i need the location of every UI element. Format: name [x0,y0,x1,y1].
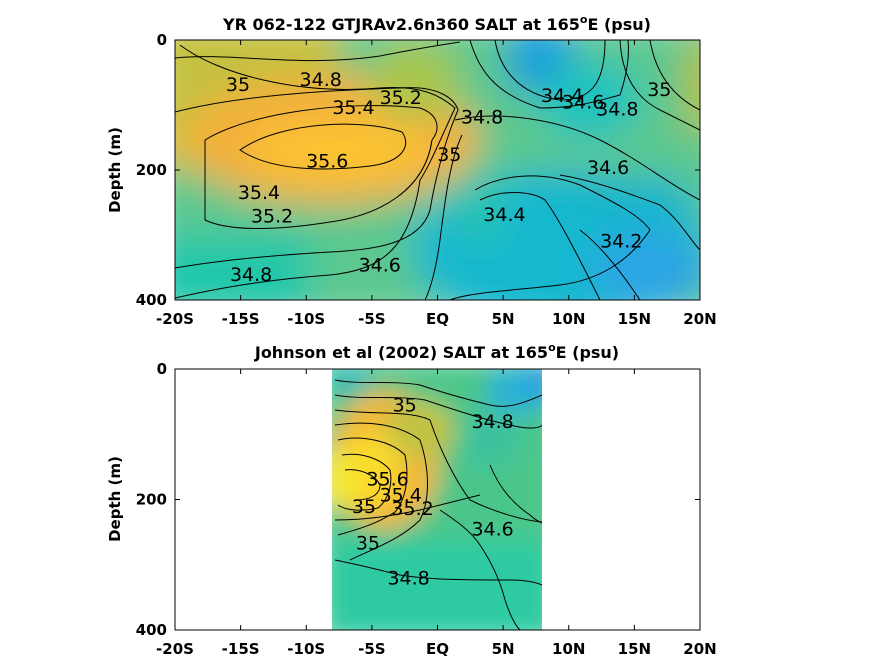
x-axis: -20S -15S -10S -5S EQ 5N 10N 15N 20N [156,40,717,328]
panel-title: YR 062-122 GTJRAv2.6n360 SALT at 165oE (… [222,13,651,34]
contour-label: 35.4 [380,485,422,507]
model-salinity-panel: YR 062-122 GTJRAv2.6n360 SALT at 165oE (… [106,13,717,328]
x-tick-label: -5S [358,310,385,328]
panel-title: Johnson et al (2002) SALT at 165oE (psu) [254,341,619,362]
observed-salinity-panel: Johnson et al (2002) SALT at 165oE (psu) [106,341,717,656]
x-tick-label: 10N [552,640,585,656]
contour-label: 35.6 [306,151,348,173]
y-tick-label: 400 [136,621,167,639]
contour-label: 35 [393,395,417,417]
contour-label: 35 [352,496,376,518]
x-axis: -20S -15S -10S -5S EQ 5N 10N 15N 20N [156,369,717,656]
x-tick-label: 20N [683,640,716,656]
y-tick-label: 0 [157,31,167,49]
x-tick-label: -15S [222,640,260,656]
x-tick-label: -15S [222,310,260,328]
contour-label: 34.6 [471,519,513,541]
y-axis-label: Depth (m) [106,127,124,213]
contour-lines [175,40,700,300]
contour-label: 35 [226,74,250,96]
x-tick-label: 15N [618,310,651,328]
x-tick-label: EQ [426,640,449,656]
y-axis: 0 200 400 [136,360,700,639]
contour-label: 34.8 [596,99,638,121]
contour-label: 35 [437,144,461,166]
contour-label: 35 [647,79,671,101]
contour-label: 34.4 [483,204,525,226]
x-tick-label: -20S [156,310,194,328]
contour-label: 35.6 [366,468,408,490]
contour-label: 35.2 [380,87,422,109]
contour-label: 34.8 [230,264,272,286]
contour-label: 34.8 [300,69,342,91]
contour-label: 35 [356,532,380,554]
y-axis: 0 200 400 [136,31,700,309]
contour-label: 34.4 [541,85,583,107]
x-tick-label: -5S [358,640,385,656]
x-tick-label: -20S [156,640,194,656]
contour-lines [334,379,542,630]
contour-label: 35.2 [251,205,293,227]
contour-label: 34.6 [359,255,401,277]
y-tick-label: 200 [136,491,167,509]
x-tick-label: 15N [618,640,651,656]
contour-label: 34.8 [387,568,429,590]
contour-labels: 35 34.835.4 35.234.83535.635.435.234.434.6… [226,69,672,286]
y-tick-label: 200 [136,161,167,179]
contour-label: 34.8 [461,107,503,129]
x-tick-label: 20N [683,310,716,328]
y-tick-label: 400 [136,291,167,309]
contour-label: 35.4 [238,182,280,204]
salinity-field [175,40,700,300]
contour-label: 35.2 [391,498,433,520]
salinity-field [332,369,542,630]
x-tick-label: 10N [552,310,585,328]
contour-label: 34.6 [562,92,604,114]
y-axis-label: Depth (m) [106,456,124,542]
contour-label: 35.4 [332,97,374,119]
contour-label: 34.6 [587,157,629,179]
x-tick-label: 5N [492,640,515,656]
x-tick-label: -10S [287,640,325,656]
contour-label: 34.8 [471,411,513,433]
y-tick-label: 0 [157,360,167,378]
x-tick-label: -10S [287,310,325,328]
contour-label: 34.2 [600,231,642,253]
x-tick-label: EQ [426,310,449,328]
x-tick-label: 5N [492,310,515,328]
